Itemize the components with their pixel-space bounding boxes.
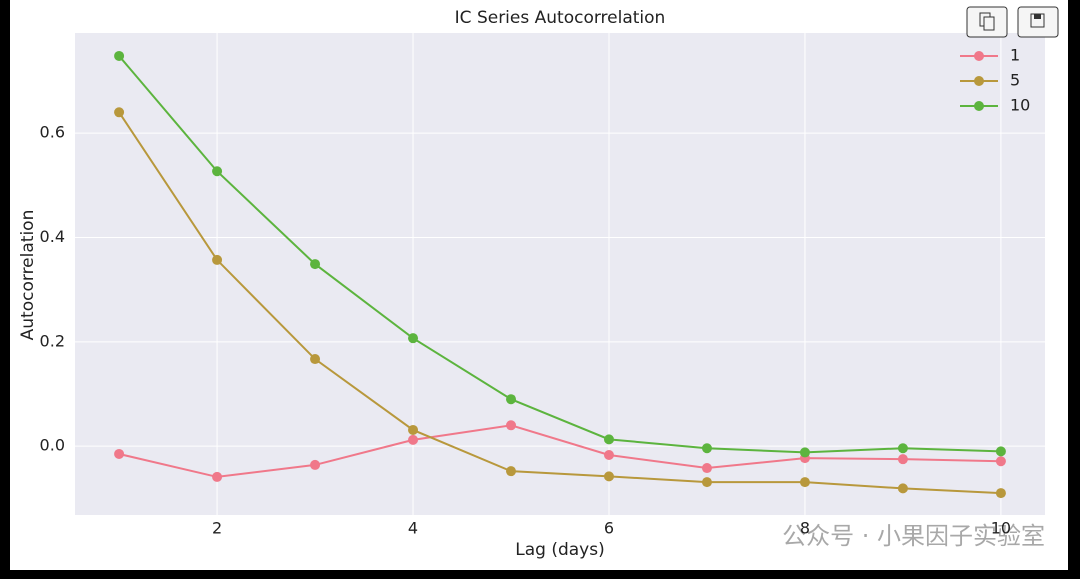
plot-area	[75, 33, 1045, 515]
watermark: 公众号 · 小果因子实验室	[782, 522, 1045, 550]
legend-marker	[974, 76, 984, 86]
data-point	[701, 443, 712, 454]
legend-marker	[974, 51, 984, 61]
y-axis-label: Autocorrelation	[18, 210, 38, 341]
data-point	[603, 450, 614, 461]
x-tick-label: 10	[991, 519, 1011, 538]
data-point	[701, 477, 712, 488]
data-point	[506, 394, 517, 405]
chart-title: IC Series Autocorrelation	[455, 8, 666, 28]
data-point	[799, 447, 810, 458]
x-tick-label: 4	[408, 519, 418, 538]
x-tick-label: 8	[800, 519, 810, 538]
data-point	[212, 166, 223, 177]
save-button-frame[interactable]	[1017, 6, 1059, 38]
data-point	[114, 107, 125, 118]
data-point	[603, 434, 614, 445]
series-line	[118, 111, 1001, 495]
x-axis-label: Lag (days)	[515, 540, 604, 560]
copy-button[interactable]	[966, 6, 1008, 38]
copy-icon	[983, 16, 995, 31]
data-point	[995, 456, 1006, 467]
y-tick-label: 0.4	[40, 227, 65, 246]
y-tick-label: 0.0	[40, 436, 65, 455]
data-point	[506, 466, 517, 477]
data-point	[995, 488, 1006, 499]
x-tick-label: 2	[212, 519, 222, 538]
data-point	[408, 333, 419, 344]
legend-label: 1	[1010, 46, 1020, 65]
data-point	[506, 420, 517, 431]
data-point	[408, 424, 419, 435]
legend-label: 5	[1010, 71, 1020, 90]
save-icon	[1034, 14, 1041, 19]
legend-label: 10	[1010, 96, 1030, 115]
series-line	[118, 55, 1001, 454]
data-point	[114, 50, 125, 61]
series-line	[118, 424, 1001, 478]
data-point	[701, 463, 712, 474]
data-point	[310, 354, 321, 365]
data-point	[212, 254, 223, 265]
y-tick-label: 0.2	[40, 331, 65, 350]
legend-marker	[974, 101, 984, 111]
marks	[114, 50, 1006, 499]
x-tick-label: 6	[604, 519, 614, 538]
data-point	[114, 448, 125, 459]
data-point	[995, 446, 1006, 457]
data-point	[212, 471, 223, 482]
data-point	[310, 259, 321, 270]
save-button[interactable]	[1017, 6, 1059, 38]
data-point	[408, 434, 419, 445]
data-point	[799, 477, 810, 488]
data-point	[603, 471, 614, 482]
y-tick-label: 0.6	[40, 123, 65, 142]
data-point	[897, 443, 908, 454]
data-point	[897, 454, 908, 465]
data-point	[897, 483, 908, 494]
data-point	[310, 459, 321, 470]
